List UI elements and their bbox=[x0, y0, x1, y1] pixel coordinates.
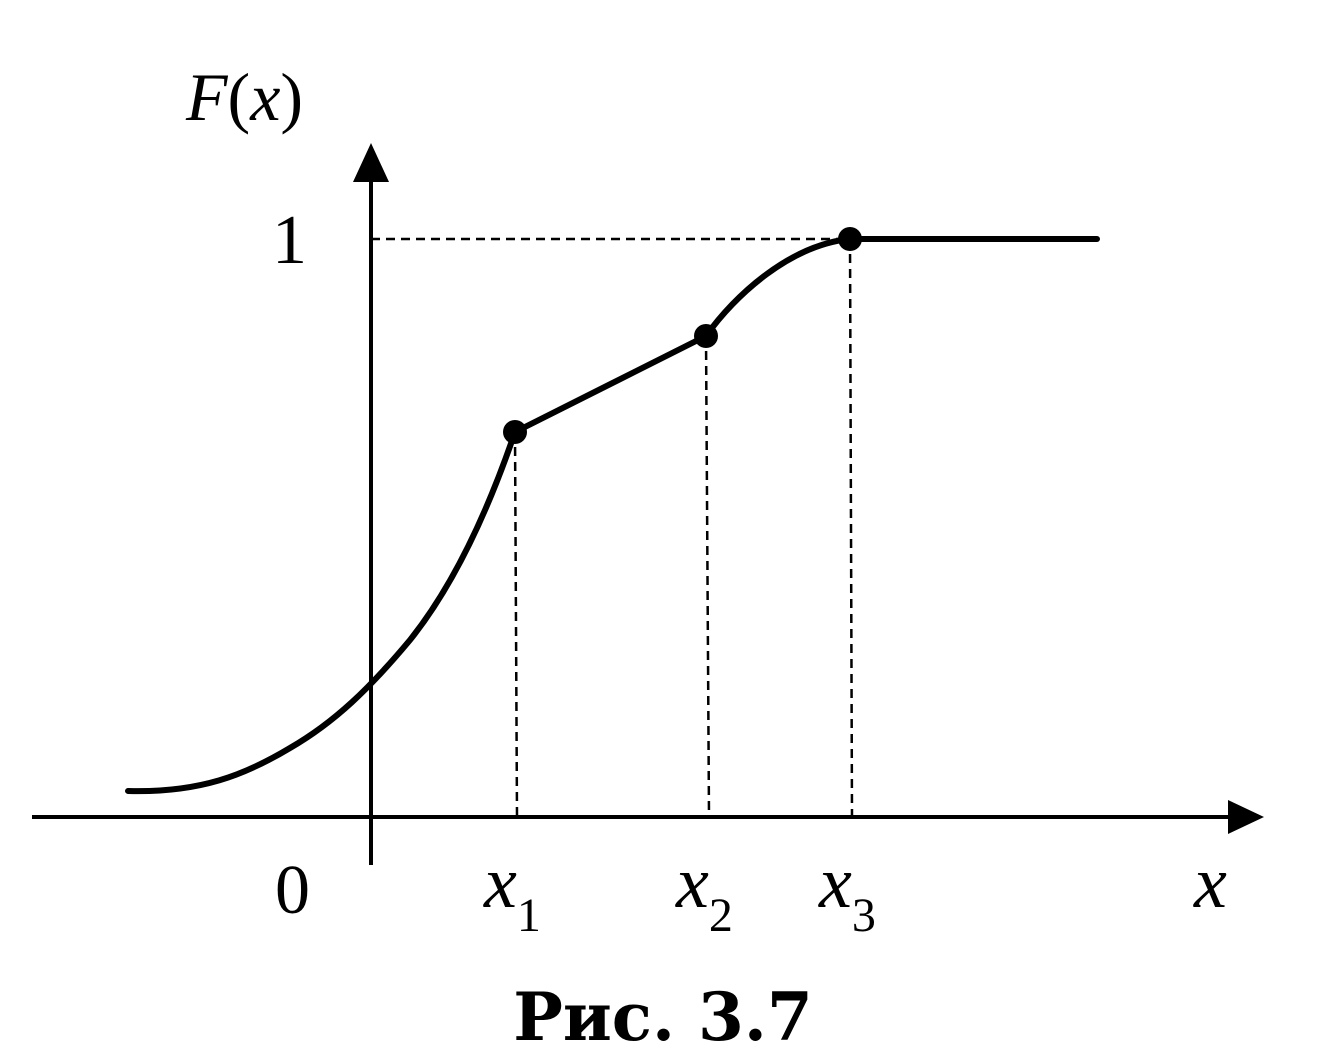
y-axis-arrowhead bbox=[353, 143, 389, 182]
x-axis-label: x bbox=[1193, 842, 1227, 924]
figure-caption: Рис. 3.7 bbox=[513, 978, 813, 1054]
x3-label: x3 bbox=[818, 842, 876, 942]
x3-dashed-line bbox=[848, 238, 854, 818]
y-axis-label: F(x) bbox=[185, 59, 303, 135]
point-x3-marker bbox=[838, 227, 862, 251]
cdf-curve bbox=[125, 236, 1100, 795]
x2-label: x2 bbox=[675, 842, 733, 942]
origin-label: 0 bbox=[275, 852, 310, 929]
level-one-label: 1 bbox=[272, 202, 307, 279]
x-axis-arrowhead bbox=[1228, 800, 1264, 834]
point-x1-marker bbox=[503, 420, 527, 444]
point-x2-marker bbox=[694, 324, 718, 348]
x1-dashed-line bbox=[513, 431, 519, 818]
x2-dashed-line bbox=[704, 335, 711, 818]
x1-label: x1 bbox=[483, 842, 541, 942]
